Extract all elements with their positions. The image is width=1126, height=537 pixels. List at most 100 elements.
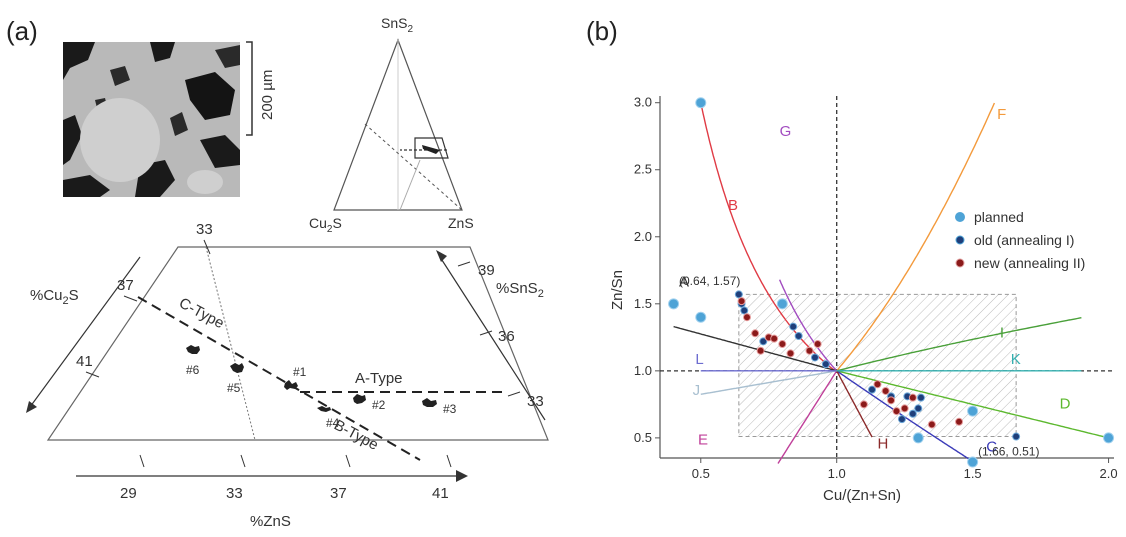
line-label-J: J	[693, 382, 701, 399]
sample-cluster-5	[230, 363, 244, 373]
line-label-H: H	[877, 436, 888, 453]
x-tick-label: 1.0	[828, 466, 846, 481]
top-tick-33: 33	[196, 221, 213, 238]
point-new	[778, 340, 787, 349]
point-new	[742, 313, 751, 322]
point-new	[786, 349, 795, 358]
line-I	[836, 317, 1082, 372]
sample-cluster-4	[317, 406, 331, 412]
line-label-F: F	[997, 106, 1006, 123]
sample-cluster-2	[353, 394, 366, 404]
point-new	[881, 386, 890, 395]
line-label-L: L	[695, 351, 703, 368]
plot-area: 0.5 1.0 1.5 2.0 0.5 1.0 1.5 2.0 2.5 3.0 A B C D E F G H I J…	[634, 95, 1118, 481]
zns-tick-33: 33	[226, 485, 243, 502]
line-H	[836, 370, 873, 438]
sem-micrograph	[63, 42, 240, 197]
cu2s-tick-37: 37	[117, 277, 134, 294]
point-new	[900, 404, 909, 413]
line-A	[673, 325, 837, 372]
axis-title-sns2: %SnS2	[496, 280, 544, 300]
svg-text:200 µm: 200 µm	[259, 70, 276, 120]
legend-marker-old	[955, 235, 965, 245]
axis-title-zns: %ZnS	[250, 513, 291, 530]
sample-label-1: #1	[293, 365, 307, 379]
x-tick-label: 1.5	[964, 466, 982, 481]
line-label-B: B	[728, 197, 738, 214]
point-new	[955, 417, 964, 426]
sample-cluster-6	[186, 345, 200, 354]
line-label-D: D	[1060, 395, 1071, 412]
reference-triangle: SnS2 Cu2S ZnS	[309, 15, 474, 235]
point-old	[914, 404, 923, 413]
y-tick-label: 2.5	[634, 162, 652, 177]
legend-marker-planned	[955, 212, 965, 222]
point-new	[756, 346, 765, 355]
annotation-c-point: (1.66, 0.51)	[978, 444, 1039, 458]
point-planned	[695, 311, 707, 323]
line-E	[777, 370, 838, 464]
point-planned	[967, 405, 979, 417]
sns2-tick-33: 33	[527, 393, 544, 410]
point-old	[810, 353, 819, 362]
x-axis-title: Cu/(Zn+Sn)	[823, 487, 901, 504]
point-old	[759, 337, 768, 346]
sample-label-3: #3	[443, 402, 457, 416]
point-old	[897, 415, 906, 424]
sample-label-2: #2	[372, 398, 386, 412]
annotation-a-point: (0.64, 1.57)	[679, 274, 740, 288]
axis-title-cu2s: %Cu2S	[30, 287, 79, 307]
point-new	[737, 297, 746, 306]
sample-label-4: #4	[326, 416, 340, 430]
zns-tick-41: 41	[432, 485, 449, 502]
point-old	[908, 409, 917, 418]
vertex-sns2: SnS2	[381, 15, 413, 35]
legend-marker-new	[955, 258, 965, 268]
line-label-E: E	[698, 432, 708, 449]
panel-b-label: (b)	[586, 16, 618, 46]
ternary-plot-area: A-Type B-Type C-Type #1 #2 #3 #4 #5 #6 3…	[26, 221, 549, 530]
y-tick-label: 2.0	[634, 229, 652, 244]
legend-planned: planned	[974, 209, 1024, 225]
sample-cluster-3	[422, 398, 437, 407]
point-planned	[776, 298, 788, 310]
point-new	[751, 329, 760, 338]
line-J	[700, 370, 837, 395]
point-new	[805, 346, 814, 355]
x-tick-label: 0.5	[692, 466, 710, 481]
cu2s-tick-41: 41	[76, 353, 93, 370]
point-old	[789, 322, 798, 331]
x-tick-label: 2.0	[1100, 466, 1118, 481]
point-new	[859, 400, 868, 409]
point-old	[916, 393, 925, 402]
line-D	[836, 370, 1109, 439]
point-new	[813, 340, 822, 349]
sns2-tick-36: 36	[498, 328, 515, 345]
point-old	[740, 306, 749, 315]
point-new	[892, 407, 901, 416]
scale-bar: 200 µm	[246, 41, 276, 136]
legend-new: new (annealing II)	[974, 255, 1085, 271]
panel-a-ternary: (a) 200 µm SnS2 Cu2S Z	[0, 0, 560, 532]
line-label-C: C	[986, 438, 997, 455]
point-planned	[1103, 432, 1115, 444]
line-C	[836, 370, 978, 465]
line-F	[836, 102, 996, 372]
point-old	[1012, 432, 1021, 441]
c-type-label: C-Type	[176, 295, 227, 333]
line-label-I: I	[1000, 324, 1004, 341]
zns-tick-29: 29	[120, 485, 137, 502]
legend-old: old (annealing I)	[974, 232, 1074, 248]
point-planned	[695, 97, 707, 109]
sns2-tick-39: 39	[478, 262, 495, 279]
line-B	[700, 102, 838, 373]
line-label-G: G	[780, 123, 792, 140]
sample-cluster-1	[284, 380, 298, 390]
panel-a-label: (a)	[6, 16, 38, 46]
sample-label-6: #6	[186, 363, 200, 377]
line-label-A: A	[679, 273, 689, 290]
panel-b-scatter: (b) 0.5 1.0 1.5 2.0 0.5 1.0 1.5 2.0 2.5 3.0 A B C D E F…	[570, 0, 1126, 532]
line-G	[778, 279, 838, 372]
point-new	[927, 420, 936, 429]
y-tick-label: 3.0	[634, 95, 652, 110]
